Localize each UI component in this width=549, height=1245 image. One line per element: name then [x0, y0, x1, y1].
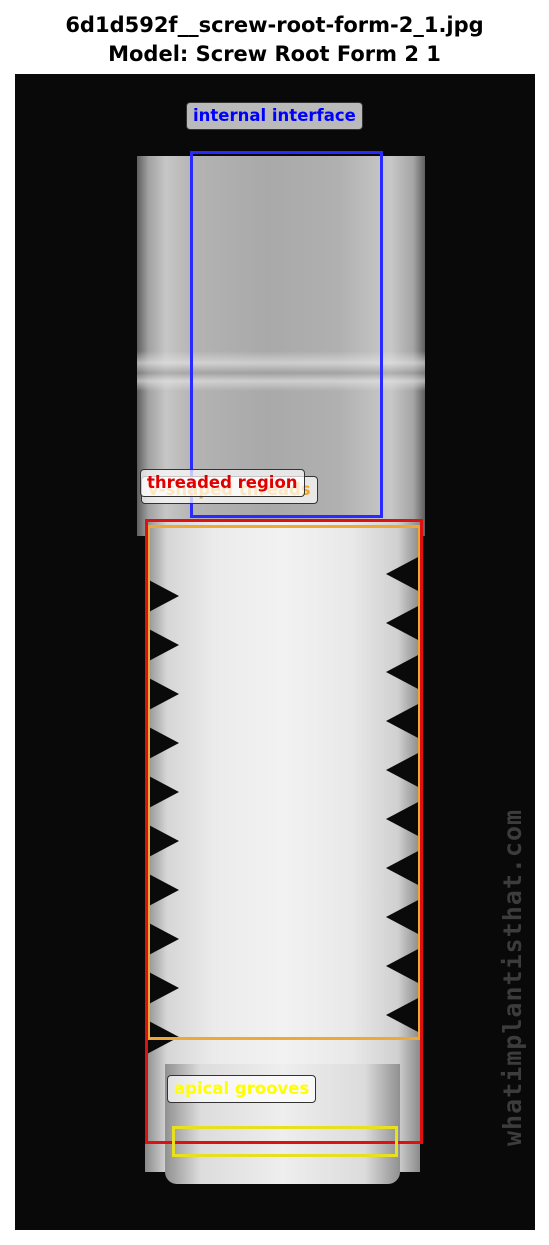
bbox-threaded-region [145, 519, 423, 1144]
thread-notch [386, 948, 420, 984]
thread-notch [145, 823, 179, 859]
label-threaded-region: threaded region [140, 469, 305, 497]
thread-notch [386, 556, 420, 592]
bbox-internal-interface [190, 151, 383, 518]
thread-notch [386, 703, 420, 739]
thread-notch [145, 774, 179, 810]
label-internal-interface: internal interface [186, 102, 363, 130]
thread-notch [386, 605, 420, 641]
thread-notch [386, 997, 420, 1033]
bbox-apical-grooves [172, 1126, 398, 1157]
watermark-text: whatimplantisthat.com [498, 808, 527, 1146]
thread-notch [145, 578, 179, 614]
thread-notch [386, 850, 420, 886]
bbox-v-shaped-threads [147, 525, 421, 1040]
thread-notch [145, 627, 179, 663]
thread-notch [145, 872, 179, 908]
thread-notch [386, 899, 420, 935]
thread-notch [145, 970, 179, 1006]
xray-image-panel: whatimplantisthat.com [15, 74, 535, 1230]
thread-notch [386, 801, 420, 837]
thread-notch [145, 725, 179, 761]
thread-notch [145, 676, 179, 712]
thread-notch [386, 654, 420, 690]
figure-title-model: Model: Screw Root Form 2 1 [108, 42, 441, 66]
thread-notch [386, 752, 420, 788]
implant-threaded-body [145, 522, 420, 1172]
label-apical-grooves: apical grooves [167, 1075, 317, 1103]
figure-title-filename: 6d1d592f__screw-root-form-2_1.jpg [65, 13, 484, 37]
thread-notch [145, 921, 179, 957]
